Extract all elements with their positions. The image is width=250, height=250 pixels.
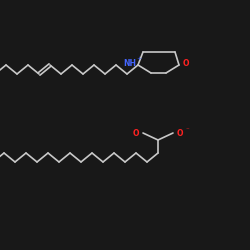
Text: NH: NH — [124, 60, 136, 68]
Text: O: O — [133, 128, 139, 138]
Text: O: O — [183, 60, 189, 68]
Text: +: + — [136, 56, 141, 60]
Text: O: O — [177, 128, 183, 138]
Text: ⁻: ⁻ — [185, 127, 189, 133]
